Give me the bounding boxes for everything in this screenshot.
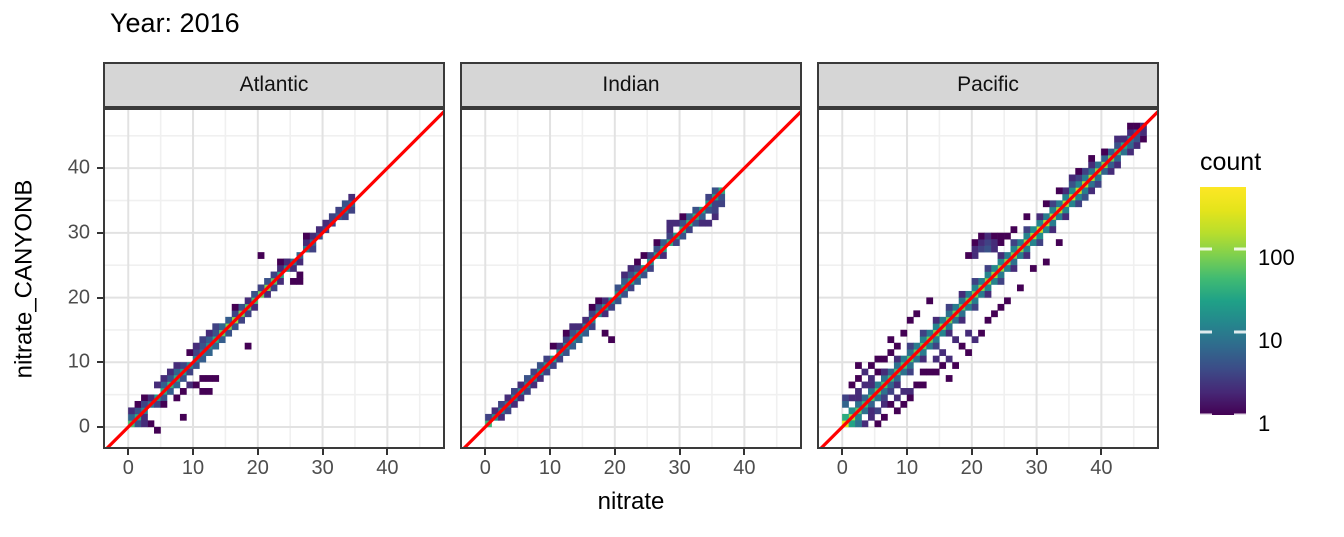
- x-tick-mark: [678, 449, 681, 455]
- y-tick-label: 0: [78, 415, 90, 438]
- y-tick-mark: [97, 296, 103, 299]
- facet-panels: Atlantic 0 10 20 30 40 Indian 0 10 20 30 40 Paci…: [103, 62, 1159, 494]
- legend-colorbar: [1200, 187, 1246, 415]
- x-tick-label: 20: [960, 457, 983, 479]
- x-tick-mark: [256, 449, 259, 455]
- y-tick-label: 40: [67, 156, 90, 179]
- x-tick-label: 10: [181, 457, 205, 479]
- panel-plot-area-pacific: [817, 108, 1159, 449]
- legend-tick-label: 100: [1258, 245, 1295, 271]
- y-tick-mark: [97, 231, 103, 234]
- facet-strip-label: Pacific: [957, 73, 1019, 96]
- x-tick-mark: [549, 449, 552, 455]
- y-axis-title: nitrate_CANYONB: [2, 108, 46, 449]
- x-tick-mark: [192, 449, 195, 455]
- x-tick-mark: [321, 449, 324, 455]
- y-tick-mark: [97, 361, 103, 364]
- x-tick-label: 10: [895, 457, 919, 479]
- x-tick-label: 20: [603, 457, 626, 479]
- y-tick-label: 30: [67, 221, 90, 244]
- x-tick-mark: [613, 449, 616, 455]
- x-tick-label: 30: [311, 457, 334, 479]
- x-tick-label: 30: [668, 457, 691, 479]
- x-tick-label: 40: [376, 457, 399, 479]
- legend-tick-label: 1: [1258, 411, 1271, 436]
- x-tick-label: 30: [1025, 457, 1048, 479]
- legend-tick-mark: [1234, 330, 1246, 334]
- y-tick-mark: [97, 426, 103, 428]
- bin2d-plot-pacific: [817, 108, 1159, 449]
- y-axis-title-text: nitrate_CANYONB: [10, 179, 37, 378]
- x-axis-atlantic: 0 10 20 30 40: [103, 449, 445, 494]
- facet-strip-label: Atlantic: [239, 73, 309, 96]
- x-tick-mark: [970, 449, 973, 455]
- facet-indian: Indian 0 10 20 30 40: [460, 62, 802, 494]
- x-tick-label: 10: [538, 457, 562, 479]
- x-tick-mark: [906, 449, 909, 455]
- x-tick-mark: [743, 449, 746, 455]
- y-tick-mark: [97, 167, 103, 170]
- x-tick-mark: [386, 449, 389, 455]
- facet-atlantic: Atlantic 0 10 20 30 40: [103, 62, 445, 494]
- legend-tick-mark: [1234, 413, 1246, 415]
- bin2d-plot-atlantic: [103, 108, 445, 449]
- x-tick-mark: [1035, 449, 1038, 455]
- x-tick-label: 0: [122, 457, 134, 479]
- facet-strip-atlantic: Atlantic: [103, 62, 445, 108]
- x-axis-indian: 0 10 20 30 40: [460, 449, 802, 494]
- x-tick-label: 20: [246, 457, 269, 479]
- plot-title: Year: 2016: [110, 8, 240, 38]
- legend-tick-mark: [1200, 330, 1212, 334]
- y-tick-label: 20: [67, 286, 90, 309]
- x-tick-mark: [841, 449, 844, 455]
- bin2d-plot-indian: [460, 108, 802, 449]
- x-tick-label: 40: [1090, 457, 1113, 479]
- x-tick-label: 0: [479, 457, 491, 479]
- facet-strip-label: Indian: [602, 73, 660, 96]
- legend-tick-mark: [1234, 247, 1246, 251]
- legend-tick-label: 10: [1258, 328, 1283, 354]
- x-tick-mark: [127, 449, 130, 455]
- facet-pacific: Pacific 0 10 20 30 40: [817, 62, 1159, 494]
- x-axis-title: nitrate: [597, 488, 665, 515]
- y-tick-label: 10: [67, 350, 90, 373]
- x-tick-mark: [484, 449, 487, 455]
- facet-strip-pacific: Pacific: [817, 62, 1159, 108]
- y-axis: 0 10 20 30 40: [46, 108, 103, 449]
- legend-count: count 1 10 100: [1200, 148, 1295, 436]
- x-tick-label: 40: [733, 457, 756, 479]
- legend-tick-mark: [1200, 413, 1212, 415]
- panel-plot-area-atlantic: [103, 108, 445, 449]
- panel-plot-area-indian: [460, 108, 802, 449]
- x-tick-mark: [1100, 449, 1103, 455]
- legend-tick-mark: [1200, 247, 1212, 251]
- x-axis-pacific: 0 10 20 30 40: [817, 449, 1159, 494]
- facet-strip-indian: Indian: [460, 62, 802, 108]
- legend-title: count: [1200, 148, 1262, 176]
- x-tick-label: 0: [836, 457, 848, 479]
